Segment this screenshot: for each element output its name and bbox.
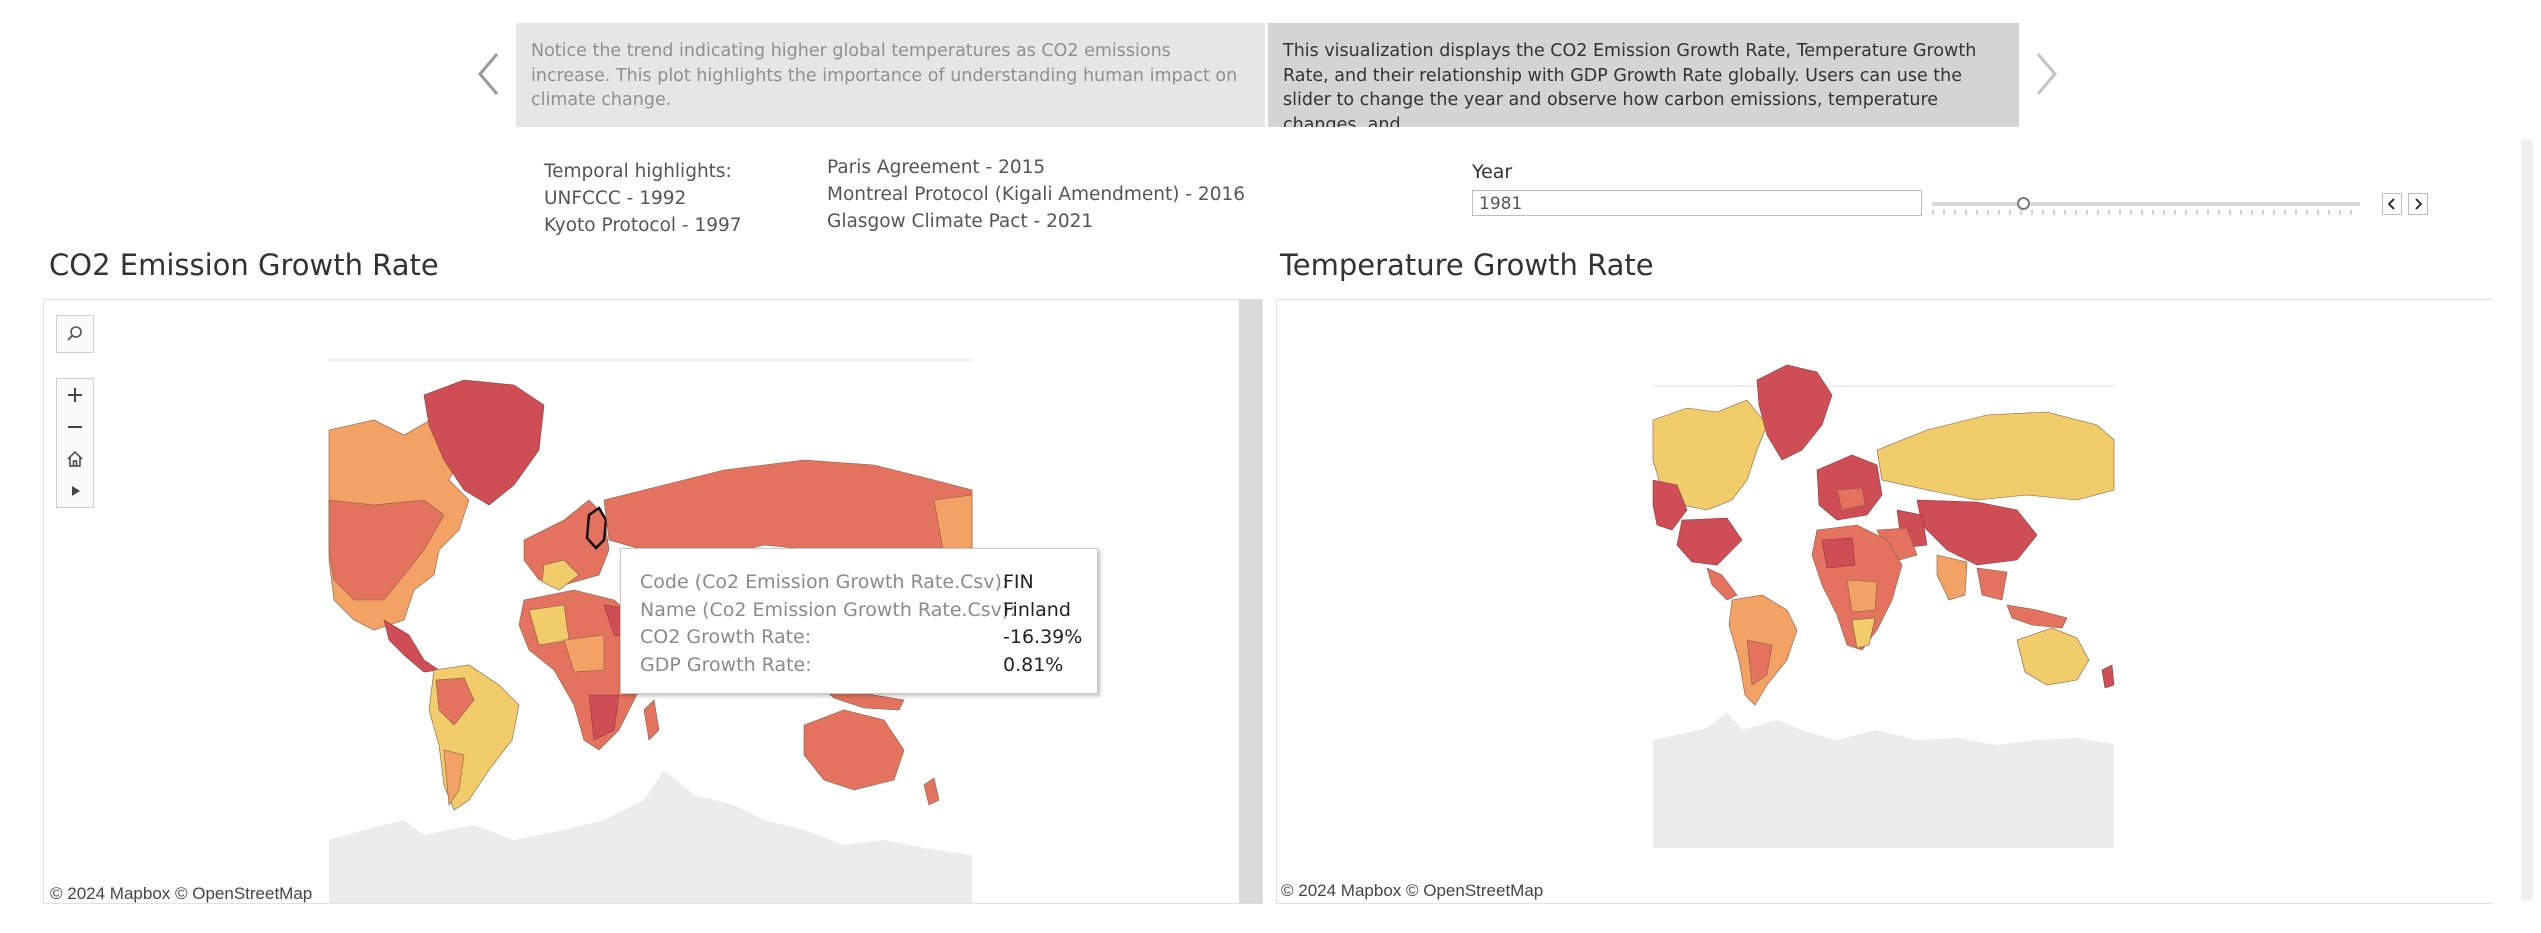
co2-map-attribution[interactable]: © 2024 Mapbox © OpenStreetMap [50, 884, 313, 903]
home-icon [67, 450, 83, 467]
zoom-home-button[interactable] [57, 443, 93, 475]
story-next-arrow[interactable] [2032, 50, 2060, 98]
story-card-current-text: This visualization displays the CO2 Emis… [1283, 41, 1977, 127]
tooltip-key: Code (Co2 Emission Growth Rate.Csv): [640, 571, 1009, 593]
highlight-item: UNFCCC - 1992 [544, 188, 687, 209]
year-slider-track[interactable] [1932, 202, 2360, 206]
story-card-previous[interactable]: Notice the trend indicating higher globa… [516, 23, 1265, 127]
tooltip-row: Name (Co2 Emission Growth Rate.Csv): Fin… [640, 597, 1097, 625]
highlights-right: Paris Agreement - 2015 Montreal Protocol… [827, 154, 1245, 235]
co2-panel-title: CO2 Emission Growth Rate [49, 248, 439, 282]
tooltip-value: FIN [1003, 571, 1034, 593]
chevron-right-icon [2415, 198, 2423, 210]
temp-panel-title: Temperature Growth Rate [1280, 248, 1654, 282]
year-filter-label: Year [1472, 161, 1513, 183]
year-slider-ticks [1932, 210, 2360, 215]
search-icon [67, 326, 82, 341]
zoom-in-icon [68, 388, 82, 402]
tooltip-value: Finland [1003, 598, 1071, 621]
country-tooltip: Code (Co2 Emission Growth Rate.Csv): FIN… [620, 548, 1098, 694]
tooltip-row: Code (Co2 Emission Growth Rate.Csv): FIN [640, 569, 1097, 597]
year-step-forward-button[interactable] [2408, 193, 2428, 215]
highlight-item: Kyoto Protocol - 1997 [544, 215, 742, 236]
highlights-left: Temporal highlights: UNFCCC - 1992 Kyoto… [544, 158, 742, 239]
year-slider-thumb[interactable] [2017, 197, 2030, 210]
tooltip-value: -16.39% [1003, 626, 1083, 648]
map-search-button[interactable] [57, 316, 93, 352]
story-card-current[interactable]: This visualization displays the CO2 Emis… [1268, 23, 2019, 127]
temp-world-map[interactable] [1277, 300, 2493, 904]
tooltip-row: CO2 Growth Rate: -16.39% [640, 624, 1097, 652]
tooltip-row: GDP Growth Rate: 0.81% [640, 652, 1097, 680]
zoom-out-button[interactable] [57, 411, 93, 443]
highlight-item: Montreal Protocol (Kigali Amendment) - 2… [827, 184, 1246, 205]
temp-map-attribution[interactable]: © 2024 Mapbox © OpenStreetMap [1281, 881, 1544, 900]
story-prev-arrow[interactable] [475, 50, 503, 98]
highlights-heading: Temporal highlights: [544, 161, 732, 182]
map-search-control[interactable] [56, 315, 94, 353]
zoom-in-button[interactable] [57, 379, 93, 411]
tooltip-key: Name (Co2 Emission Growth Rate.Csv): [640, 598, 1016, 621]
story-card-previous-text: Notice the trend indicating higher globa… [531, 41, 1238, 110]
highlight-item: Paris Agreement - 2015 [827, 157, 1046, 178]
highlight-item: Glasgow Climate Pact - 2021 [827, 211, 1094, 232]
year-input[interactable]: 1981 [1472, 190, 1922, 216]
year-step-back-button[interactable] [2382, 193, 2402, 215]
tooltip-key: GDP Growth Rate: [640, 653, 812, 676]
pan-toggle-button[interactable] [57, 475, 93, 507]
chevron-right-icon [2036, 53, 2057, 95]
chevron-left-icon [478, 53, 499, 95]
zoom-out-icon [68, 426, 82, 428]
tooltip-value: 0.81% [1003, 653, 1064, 676]
page-scrollbar[interactable] [2521, 140, 2533, 900]
map-scrollbar[interactable] [1239, 300, 1262, 903]
tooltip-key: CO2 Growth Rate: [640, 626, 812, 648]
temp-map[interactable]: © 2024 Mapbox © OpenStreetMap [1276, 299, 2493, 904]
play-icon [72, 486, 80, 496]
chevron-left-icon [2387, 198, 2395, 210]
map-zoom-controls [56, 378, 94, 508]
